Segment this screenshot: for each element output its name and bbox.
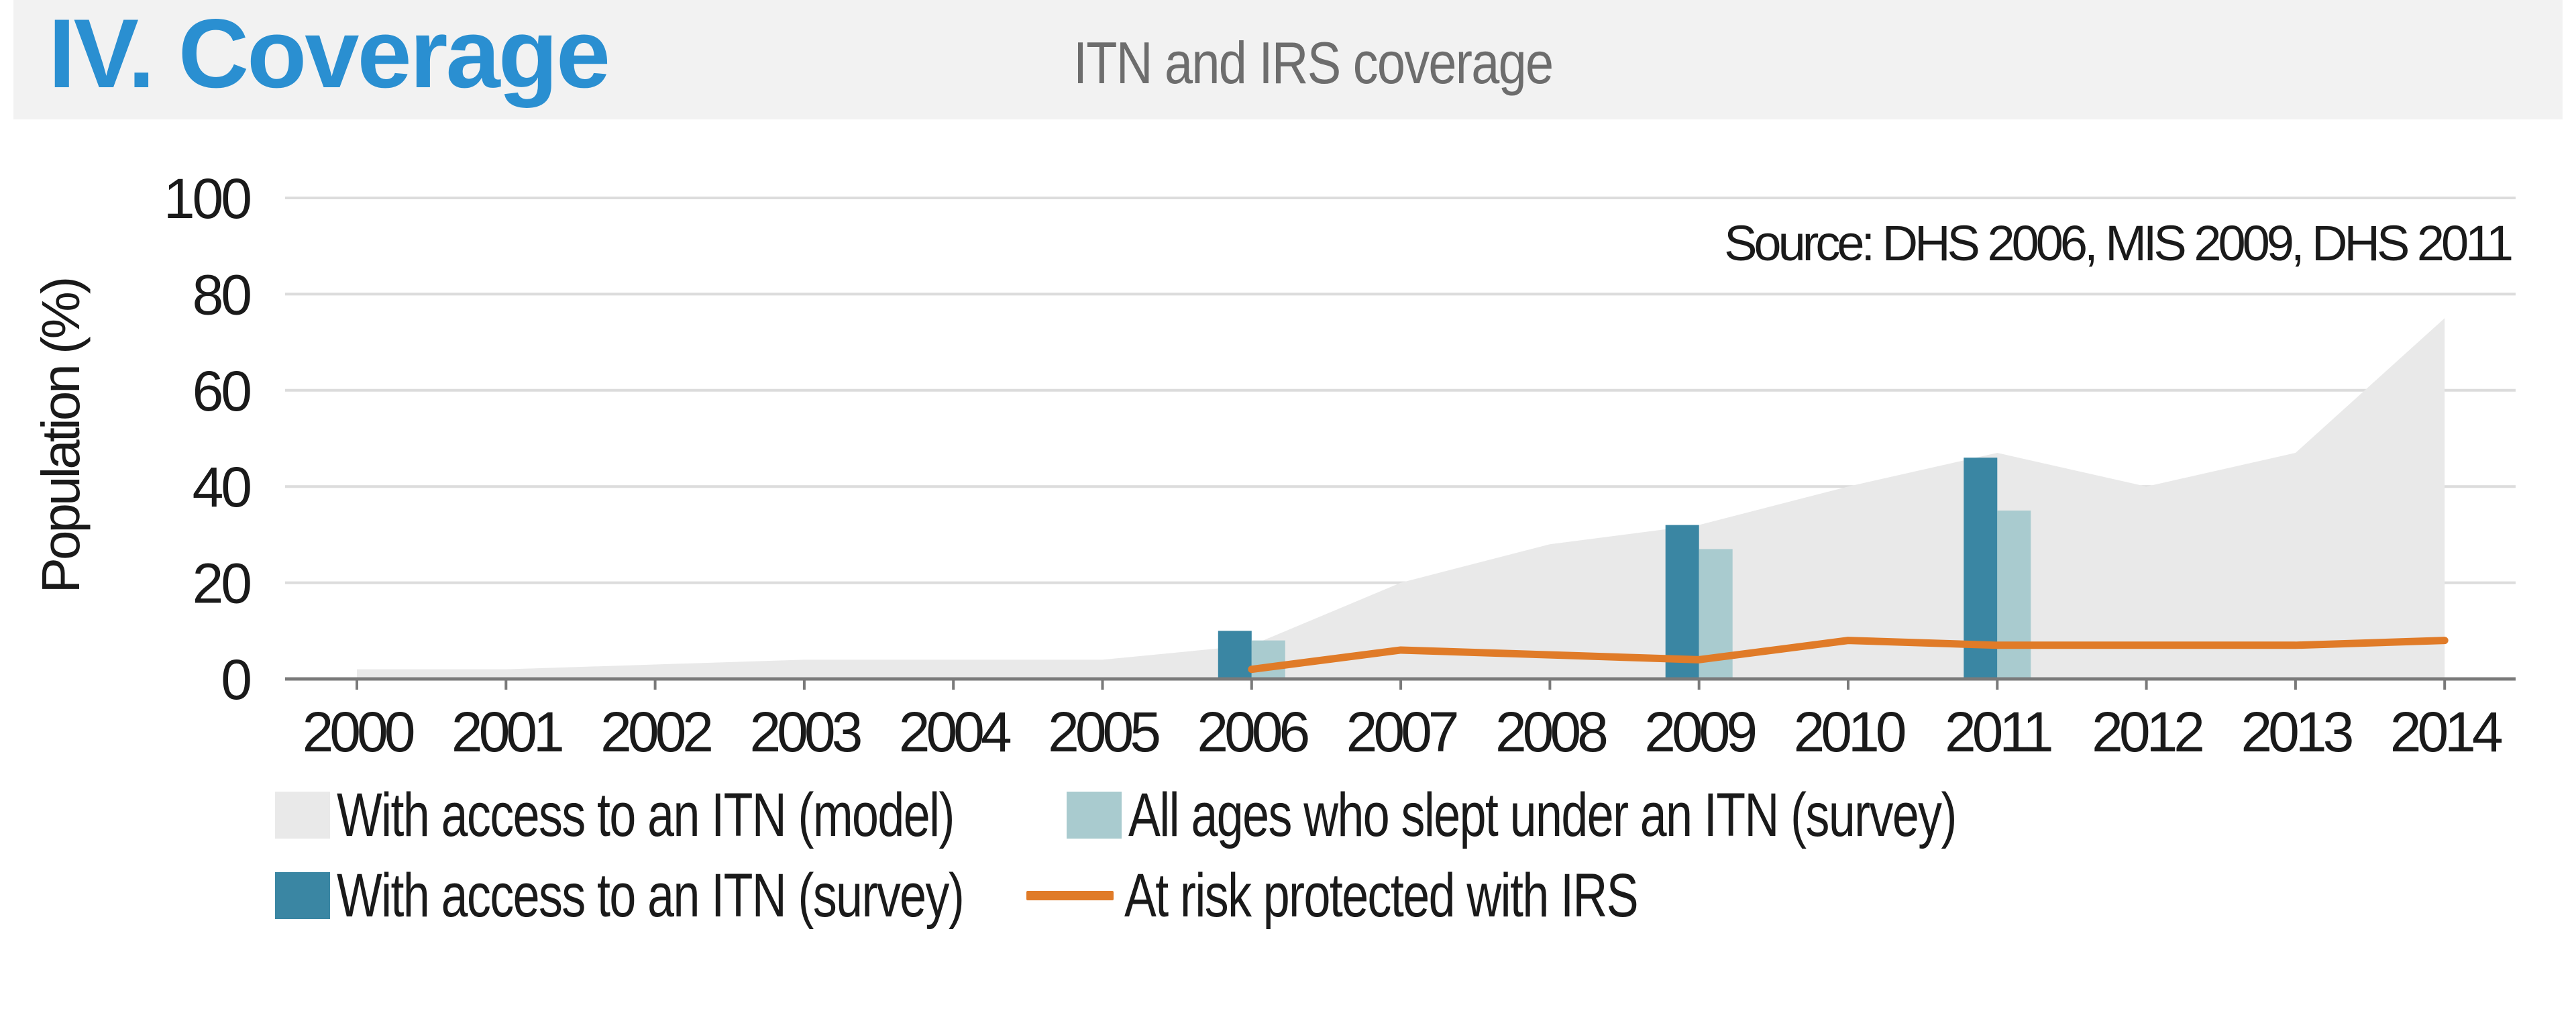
chart-title: ITN and IRS coverage [1073, 30, 1554, 96]
legend-item-slept-under-itn: All ages who slept under an ITN (survey) [1067, 778, 2190, 852]
y-tick-label-0: 0 [221, 648, 250, 711]
x-tick-label-2007: 2007 [1346, 700, 1457, 763]
legend-item-model-access: With access to an ITN (model) [275, 778, 1128, 852]
y-tick-label-100: 100 [164, 167, 250, 230]
x-tick-label-2001: 2001 [451, 700, 562, 763]
x-tick-label-2000: 2000 [303, 700, 414, 763]
legend-item-irs-protected: At risk protected with IRS [1026, 859, 1782, 933]
legend-swatch-model-access [275, 792, 330, 839]
irs-protected-line [1248, 637, 2449, 674]
header-bar: IV. Coverage ITN and IRS coverage [13, 0, 2563, 119]
irs-line-series [1248, 637, 2449, 674]
legend-label-slept-under-itn: All ages who slept under an ITN (survey) [1128, 780, 1957, 849]
x-tick-label-2003: 2003 [749, 700, 861, 763]
source-annotation: Source: DHS 2006, MIS 2009, DHS 2011 [1724, 215, 2512, 271]
x-tick-label-2005: 2005 [1048, 700, 1159, 763]
x-tick-label-2004: 2004 [899, 700, 1011, 763]
model-access-area [357, 318, 2445, 679]
bar-survey-access-2009 [1665, 525, 1699, 679]
x-tick-label-2010: 2010 [1794, 700, 1905, 763]
legend-label-model-access: With access to an ITN (model) [337, 780, 955, 849]
x-tick-label-2012: 2012 [2092, 700, 2202, 763]
legend-swatch-survey-access [275, 872, 330, 919]
x-tick-label-2013: 2013 [2241, 700, 2352, 763]
x-tick-label-2002: 2002 [600, 700, 711, 763]
y-tick-label-80: 80 [193, 263, 251, 326]
x-tick-label-2006: 2006 [1197, 700, 1308, 763]
section-title: IV. Coverage [48, 0, 610, 108]
axis-labels: 0 20 40 60 80 100 2000 2001 2002 2003 2004 2005 2006… [31, 167, 2515, 763]
y-tick-label-40: 40 [193, 456, 251, 519]
x-tick-label-2011: 2011 [1945, 700, 2051, 763]
y-axis-label: Population (%) [31, 279, 91, 594]
x-tick-label-2014: 2014 [2390, 700, 2502, 763]
legend-swatch-irs-protected [1026, 891, 1114, 900]
y-tick-label-20: 20 [193, 552, 251, 615]
legend-label-irs-protected: At risk protected with IRS [1124, 861, 1639, 930]
axes [285, 677, 2516, 690]
y-tick-label-60: 60 [193, 360, 251, 423]
legend: With access to an ITN (model) All ages w… [275, 778, 2422, 953]
legend-swatch-slept-under-itn [1067, 792, 1122, 839]
bar-slept-under-itn-2006 [1251, 640, 1285, 679]
x-tick-label-2008: 2008 [1495, 700, 1607, 763]
bar-slept-under-itn-2011 [1997, 511, 2031, 679]
legend-item-survey-access: With access to an ITN (survey) [275, 859, 1140, 933]
bar-survey-access-2006 [1218, 631, 1252, 679]
x-tick-label-2009: 2009 [1644, 700, 1755, 763]
model-area-series [357, 318, 2445, 679]
legend-label-survey-access: With access to an ITN (survey) [337, 861, 965, 930]
